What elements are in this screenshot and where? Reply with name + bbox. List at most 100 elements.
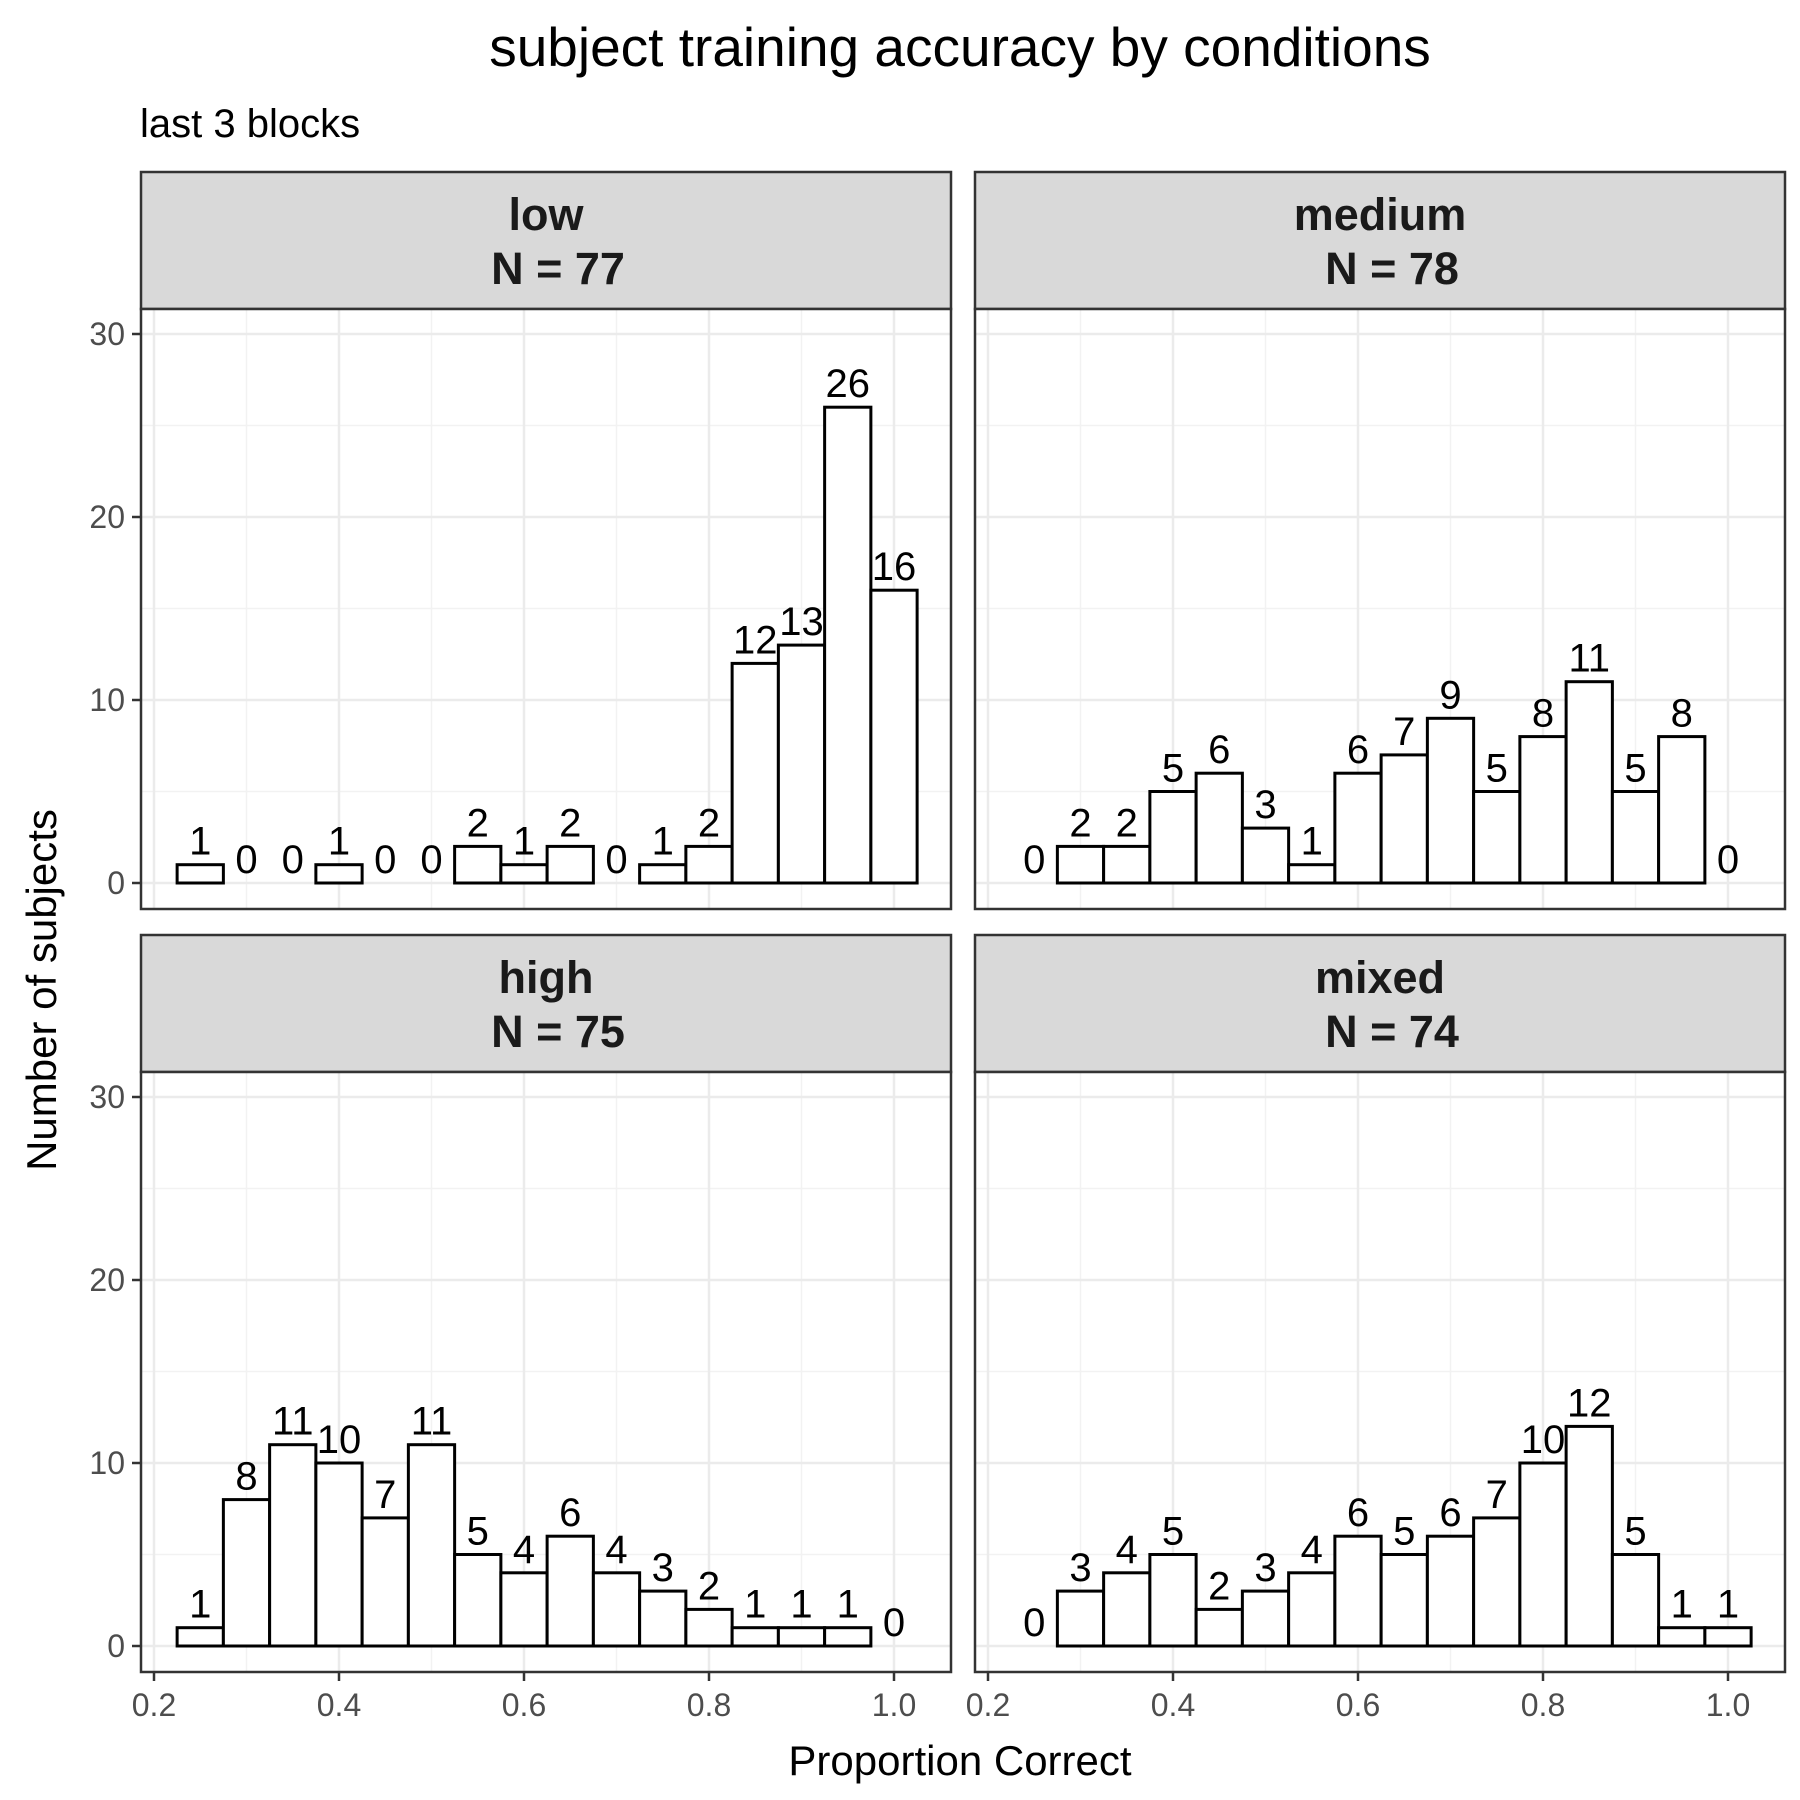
histogram-bar [499, 1571, 549, 1648]
histogram-bar [1610, 1553, 1661, 1648]
facet-n-label: N = 75 [491, 1006, 625, 1057]
histogram-bar [1240, 1589, 1291, 1648]
x-tick-label: 0.2 [966, 1687, 1010, 1723]
histogram-bar [1472, 1516, 1522, 1648]
histogram-bar [1194, 771, 1244, 885]
bar-count-label: 9 [1439, 673, 1461, 717]
histogram-bar [453, 844, 503, 885]
panel-border [139, 1070, 953, 1674]
histogram-bar [1055, 844, 1106, 885]
y-tick-label: 30 [89, 316, 125, 352]
histogram-bar [684, 844, 734, 885]
histogram-bar [1610, 790, 1661, 885]
histogram-bar [591, 1571, 642, 1648]
bar-count-label: 3 [1069, 1546, 1091, 1590]
x-tick-label: 0.6 [502, 1687, 546, 1723]
bar-count-label: 0 [1717, 838, 1739, 882]
bar-count-label: 5 [467, 1510, 489, 1554]
strip-background [139, 933, 953, 1074]
x-axis-title: Proportion Correct [788, 1737, 1131, 1784]
bar-count-label: 7 [1486, 1473, 1508, 1517]
bar-count-label: 5 [1624, 1510, 1646, 1554]
strip-background [139, 170, 953, 311]
histogram-bar [1333, 771, 1383, 885]
histogram-bar [776, 643, 827, 885]
histogram-bar [175, 1626, 225, 1648]
bar-count-label: 7 [1393, 710, 1415, 754]
facet-label: medium [1294, 189, 1467, 240]
bar-count-label: 1 [652, 820, 674, 864]
bar-count-label: 11 [1568, 637, 1610, 681]
bar-count-label: 2 [559, 801, 581, 845]
histogram-bar [730, 1626, 780, 1648]
bar-count-label: 8 [1671, 692, 1693, 736]
bar-count-label: 3 [652, 1546, 674, 1590]
chart-title: subject training accuracy by conditions [489, 16, 1431, 78]
bar-count-label: 4 [1116, 1528, 1138, 1572]
histogram-bar [684, 1607, 734, 1648]
bar-count-label: 8 [1532, 692, 1554, 736]
bar-count-label: 1 [189, 820, 211, 864]
bar-count-label: 11 [272, 1400, 314, 1444]
histogram-bar [869, 588, 919, 885]
facet-label: mixed [1315, 952, 1445, 1003]
histogram-bar [1564, 1424, 1614, 1648]
histogram-bar [1194, 1607, 1244, 1648]
x-tick-label: 0.2 [132, 1687, 176, 1723]
bar-count-label: 5 [1393, 1510, 1415, 1554]
histogram-bar [638, 863, 688, 885]
histogram-bar [1425, 1534, 1476, 1648]
bar-count-label: 12 [1567, 1381, 1612, 1425]
bar-count-label: 1 [513, 820, 535, 864]
y-tick-label: 10 [89, 682, 125, 718]
histogram-bar [314, 863, 364, 885]
y-axis-title: Number of subjects [18, 809, 65, 1171]
bar-count-label: 1 [1301, 820, 1323, 864]
bar-count-label: 0 [420, 838, 442, 882]
bar-count-label: 2 [1208, 1564, 1230, 1608]
bar-count-label: 2 [1069, 801, 1091, 845]
histogram-bar [823, 405, 873, 885]
bar-count-label: 3 [1254, 783, 1276, 827]
x-tick-label: 1.0 [872, 1687, 916, 1723]
histogram-bar [175, 863, 225, 885]
bar-count-label: 1 [744, 1583, 766, 1627]
histogram-bar [638, 1589, 688, 1648]
histogram-bar [1379, 753, 1429, 885]
bar-count-label: 2 [698, 801, 720, 845]
bar-count-label: 0 [282, 838, 304, 882]
panel-border [973, 1070, 1787, 1674]
histogram-bar [545, 844, 595, 885]
panel-border [139, 307, 953, 911]
histogram-bar [1055, 1589, 1106, 1648]
x-tick-label: 0.4 [317, 1687, 361, 1723]
y-tick-label: 0 [107, 1628, 125, 1664]
facet-n-label: N = 77 [491, 243, 625, 294]
histogram-bar [1148, 1553, 1198, 1648]
bar-count-label: 16 [872, 545, 917, 589]
bar-count-label: 5 [1486, 747, 1508, 791]
histogram-bar [1518, 1461, 1568, 1648]
y-tick-label: 0 [107, 865, 125, 901]
histogram-bar [1518, 735, 1568, 885]
bar-count-label: 0 [605, 838, 627, 882]
facet-n-label: N = 78 [1325, 243, 1459, 294]
histogram-bar [730, 661, 780, 885]
histogram-bar [268, 1443, 318, 1648]
histogram-bar [1564, 680, 1614, 885]
histogram-bar [1287, 863, 1337, 885]
histogram-bar [776, 1626, 827, 1648]
x-tick-label: 0.6 [1336, 1687, 1380, 1723]
x-tick-label: 0.4 [1151, 1687, 1195, 1723]
histogram-bar [1240, 826, 1291, 885]
bar-count-label: 10 [317, 1418, 362, 1462]
bar-count-label: 5 [1162, 747, 1184, 791]
bar-count-label: 3 [1254, 1546, 1276, 1590]
bar-count-label: 0 [883, 1601, 905, 1645]
histogram-bar [1703, 1626, 1753, 1648]
histogram-bar [406, 1443, 457, 1648]
histogram-bar [1287, 1571, 1337, 1648]
